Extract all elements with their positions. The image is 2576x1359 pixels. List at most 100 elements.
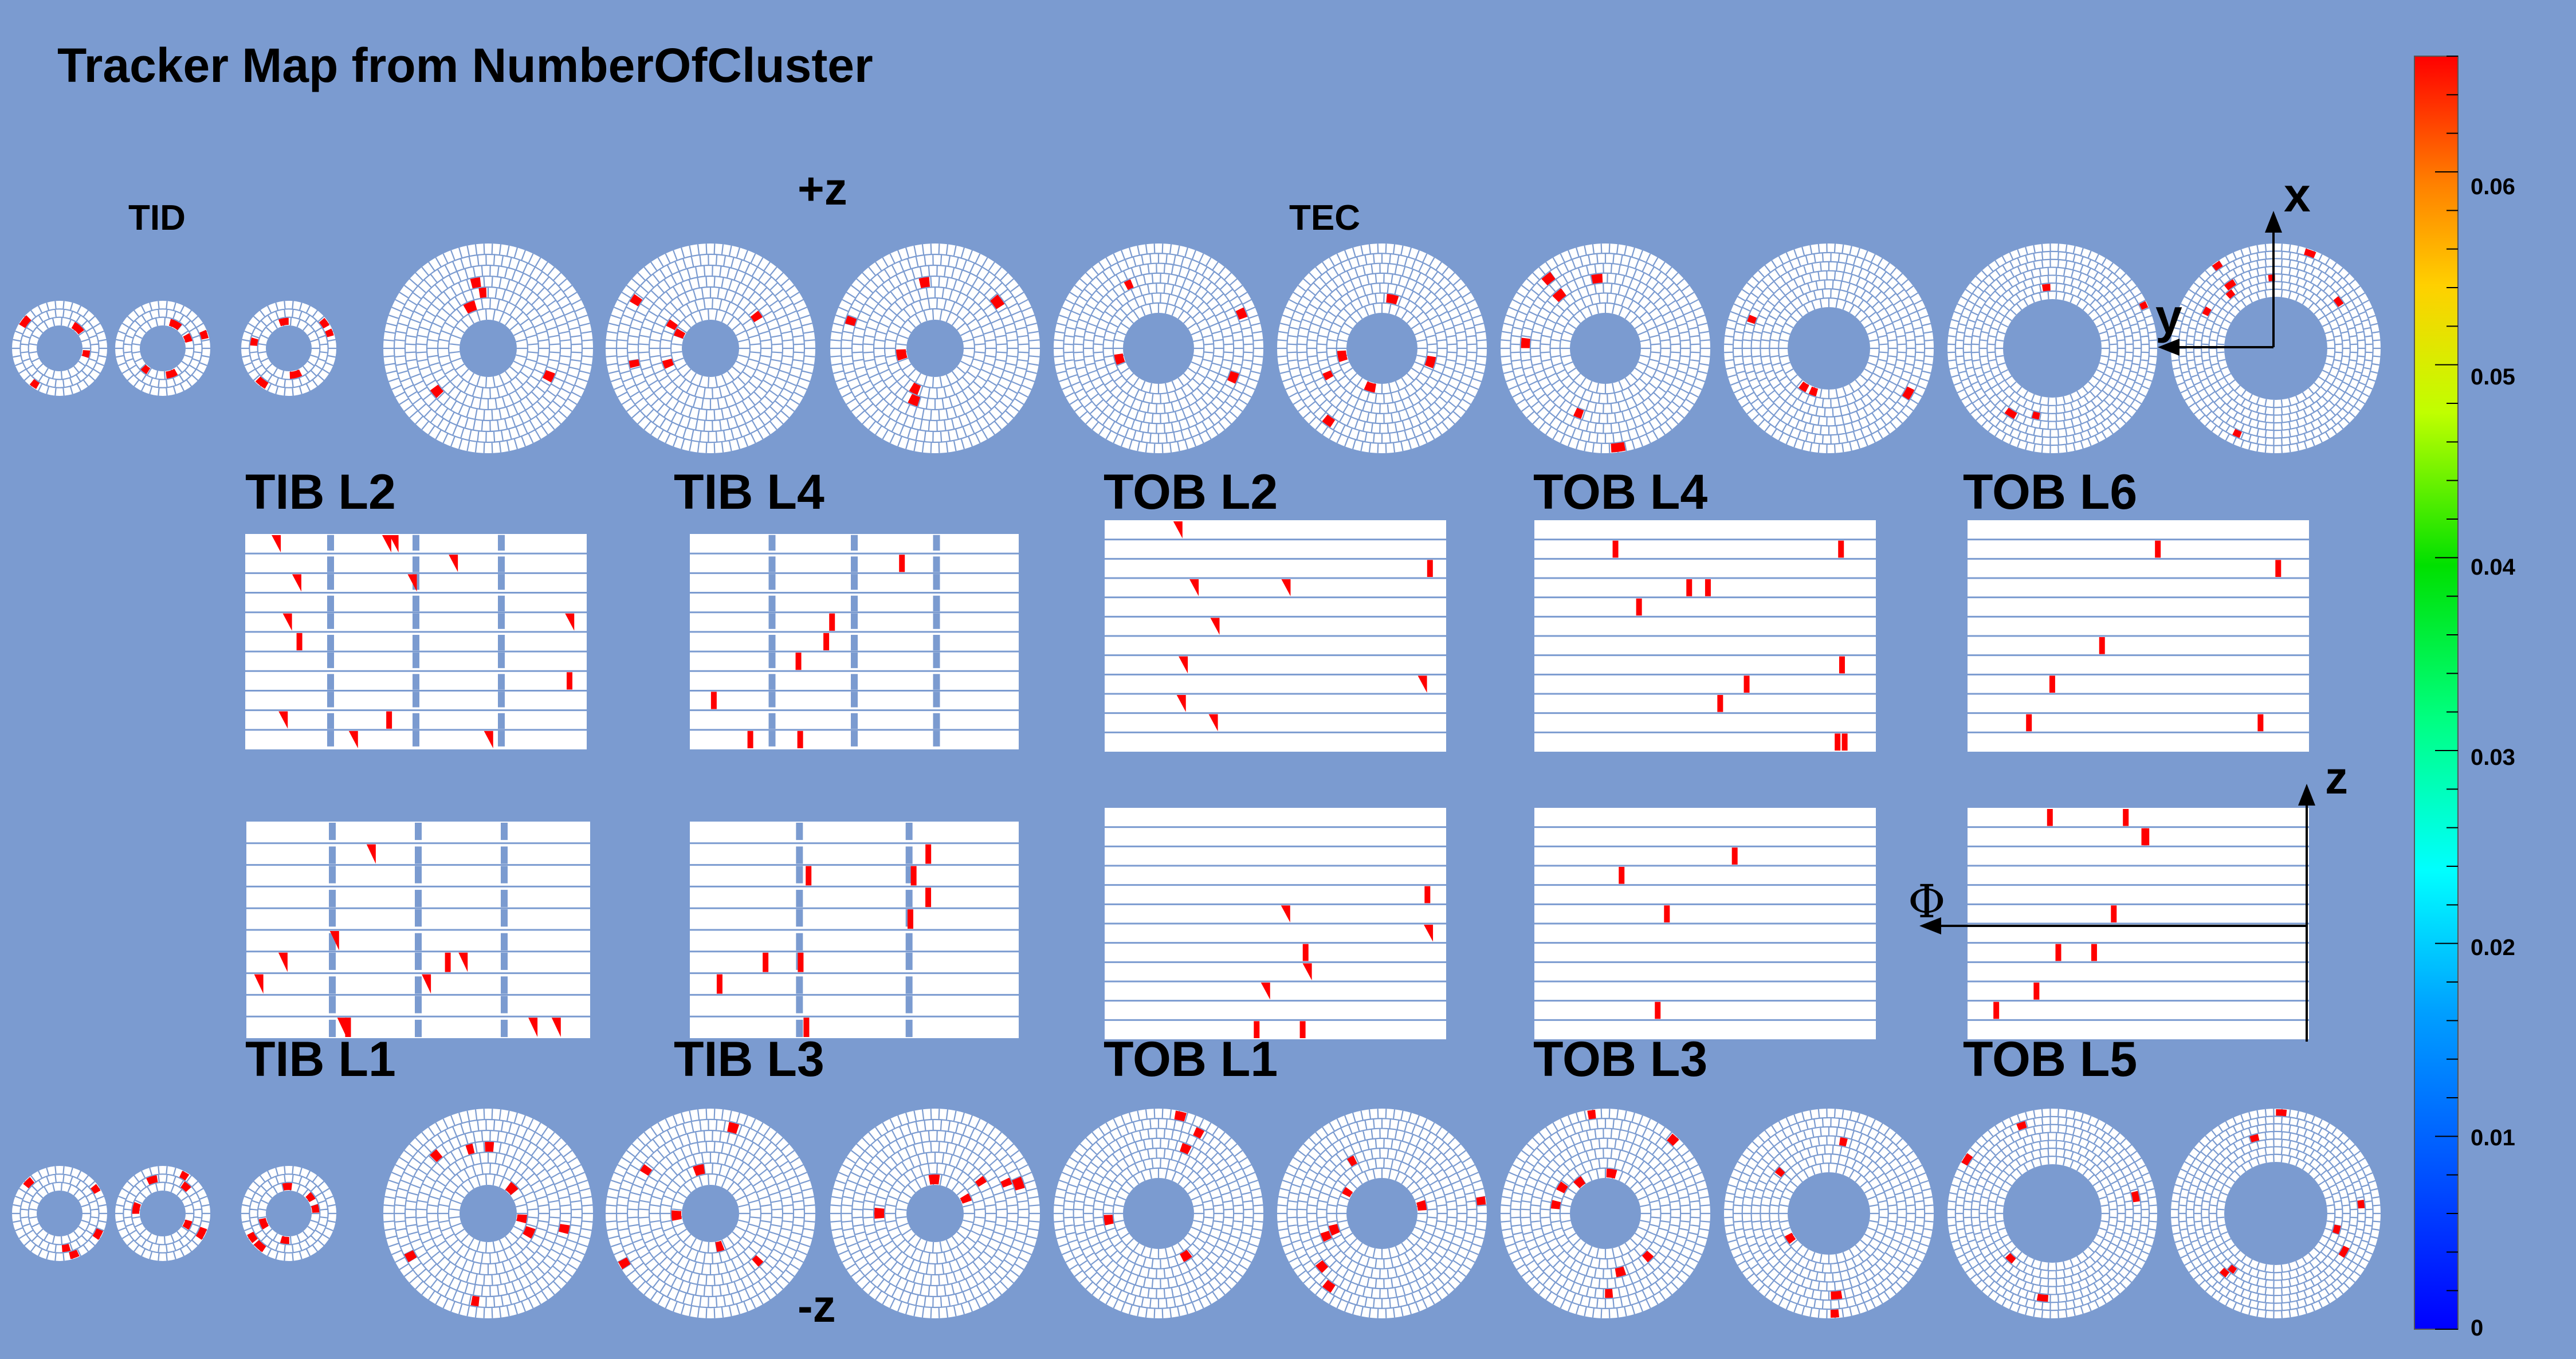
module-hit — [925, 887, 932, 908]
layer-module-gap — [501, 1019, 508, 1038]
layer-module-gap — [327, 730, 334, 747]
barrel-layer-map — [245, 534, 587, 749]
module-hit — [1189, 579, 1199, 596]
endcap-disk — [1054, 1109, 1263, 1318]
layer-module-gap — [501, 822, 508, 840]
layer-module-gap — [329, 996, 336, 1014]
module-hit — [19, 315, 32, 328]
layer-module-gap — [329, 952, 336, 970]
endcap-disk — [1277, 1109, 1487, 1318]
module-hit — [470, 1295, 480, 1307]
endcap-disk — [830, 243, 1040, 453]
module-hit — [465, 1144, 475, 1155]
module-hit — [1416, 1200, 1427, 1211]
module-hit — [829, 613, 835, 631]
disk-hole — [2003, 1164, 2102, 1263]
module-hit — [1114, 353, 1125, 365]
module-hit — [1179, 656, 1188, 674]
layer-module-gap — [329, 1019, 336, 1038]
layer-module-gap — [851, 692, 858, 708]
layer-module-gap — [415, 933, 422, 950]
module-hit — [258, 1217, 269, 1230]
module-hit — [366, 844, 376, 864]
module-hit — [806, 866, 812, 886]
module-hit — [180, 1181, 191, 1192]
layer-module-gap — [413, 692, 419, 708]
module-hit — [1550, 1200, 1561, 1209]
module-hit — [990, 294, 1005, 309]
endcap-disk — [1947, 1109, 2157, 1318]
barrel-layers — [245, 520, 2309, 1039]
layer-module-gap — [327, 713, 334, 729]
module-hit — [1424, 355, 1436, 368]
layer-module-gap — [413, 556, 419, 572]
layer-label-tob-l4: TOB L4 — [1533, 465, 1708, 520]
disk-module-grid — [1277, 243, 1487, 453]
color-scale-tick: 0.03 — [2471, 745, 2515, 770]
disk-hole — [682, 1185, 739, 1242]
module-hit — [795, 653, 802, 670]
module-hit — [199, 329, 209, 340]
module-hit — [1180, 1142, 1192, 1155]
disk-hole — [906, 1185, 964, 1242]
disk-hole — [140, 325, 186, 371]
layer-module-gap — [413, 674, 419, 690]
module-hit — [463, 300, 477, 314]
page-title: Tracker Map from NumberOfCluster — [57, 38, 873, 92]
module-hit — [1808, 386, 1819, 396]
layer-module-gap — [933, 652, 940, 669]
module-hit — [1424, 886, 1431, 904]
layer-label-tib-l4: TIB L4 — [674, 465, 824, 520]
layer-module-gap — [851, 713, 858, 729]
module-hit — [1747, 315, 1757, 324]
disk-module-grid — [1947, 1109, 2157, 1318]
disk-module-grid — [2171, 1109, 2381, 1318]
module-hit — [798, 952, 804, 972]
endcap-disk — [115, 1166, 210, 1261]
color-scale-tick: 0.06 — [2471, 174, 2515, 199]
disk-module-grid — [115, 301, 210, 396]
layer-module-gap — [796, 846, 803, 864]
barrel-layer-map — [1534, 520, 1876, 752]
module-hit — [1210, 618, 1220, 635]
module-hit — [1180, 1250, 1192, 1262]
disk-module-grid — [1054, 1109, 1263, 1318]
layer-label-tob-l2: TOB L2 — [1104, 465, 1278, 520]
endcap-disks-minus-z — [12, 1109, 2381, 1318]
module-hit — [1316, 1260, 1329, 1273]
module-hit — [2232, 429, 2242, 438]
layer-module-gap — [413, 713, 419, 729]
disk-hole — [2003, 299, 2102, 398]
disk-hole — [460, 320, 517, 377]
module-hit — [662, 358, 674, 369]
module-hit — [1424, 925, 1434, 942]
module-hit — [2141, 828, 2147, 846]
module-hit — [1961, 1153, 1973, 1166]
disk-module-grid — [1724, 243, 1934, 453]
color-scale-tick: 0.05 — [2471, 364, 2515, 390]
layer-module-gap — [501, 996, 508, 1014]
module-hit — [2276, 1109, 2287, 1117]
module-hit — [1717, 695, 1723, 712]
layer-module-gap — [851, 613, 858, 629]
endcap-disk — [606, 243, 815, 453]
module-hit — [278, 952, 288, 972]
module-hit — [542, 370, 556, 383]
color-scale-tick: 0.04 — [2471, 555, 2515, 580]
layer-module-gap — [501, 933, 508, 950]
disk-hole — [1788, 307, 1870, 390]
layer-module-gap — [933, 556, 940, 572]
module-hit — [1591, 273, 1603, 284]
layer-module-gap — [851, 674, 858, 690]
layer-module-gap — [768, 713, 776, 729]
disk-module-grid — [1501, 243, 1710, 453]
module-hit — [1000, 1177, 1012, 1188]
layer-module-gap — [413, 613, 419, 629]
module-hit — [430, 384, 444, 398]
layer-module-gap — [501, 890, 508, 908]
disk-module-grid — [12, 301, 107, 396]
minus-z-label: -z — [798, 1281, 836, 1331]
disk-hole — [1346, 313, 1417, 384]
layer-label-tob-l1: TOB L1 — [1104, 1032, 1278, 1087]
disk-hole — [1570, 313, 1641, 384]
